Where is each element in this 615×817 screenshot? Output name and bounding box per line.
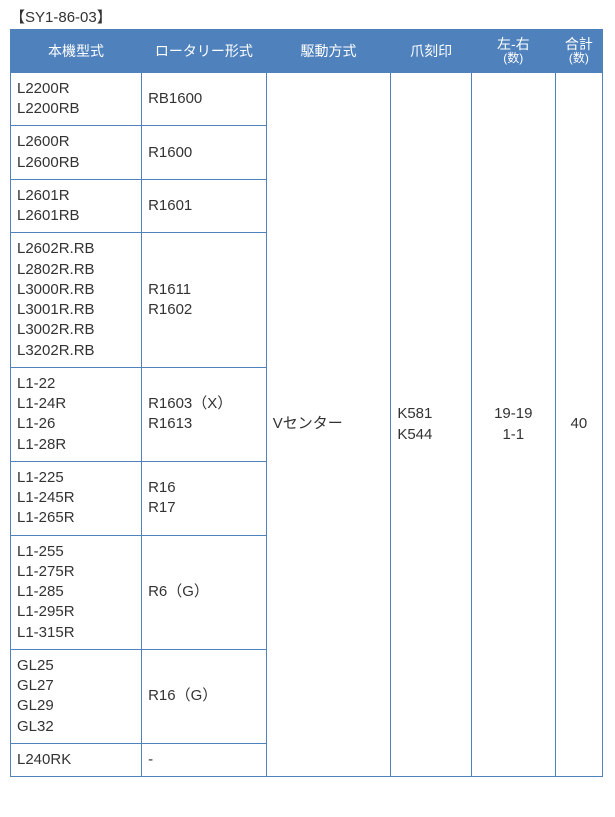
cell-rotary: R1601 bbox=[142, 179, 267, 233]
header-lr-top: 左-右 bbox=[497, 36, 530, 52]
cell-rotary: R16（G） bbox=[142, 649, 267, 743]
cell-rotary: R1600 bbox=[142, 126, 267, 180]
cell-model: L1-255L1-275RL1-285L1-295RL1-315R bbox=[11, 535, 142, 649]
cell-model: L2600RL2600RB bbox=[11, 126, 142, 180]
header-total-top: 合計 bbox=[565, 36, 593, 52]
cell-model: L2200RL2200RB bbox=[11, 72, 142, 126]
product-code-title: 【SY1-86-03】 bbox=[10, 6, 605, 27]
spec-table: 本機型式 ロータリー形式 駆動方式 爪刻印 左-右 (数) 合計 (数) L22… bbox=[10, 29, 603, 777]
cell-model: L2602R.RBL2802R.RBL3000R.RBL3001R.RBL300… bbox=[11, 233, 142, 368]
cell-drive-merged: Vセンター bbox=[266, 72, 391, 776]
header-lr-sub: (数) bbox=[474, 52, 553, 66]
header-drive: 駆動方式 bbox=[266, 30, 391, 73]
header-model: 本機型式 bbox=[11, 30, 142, 73]
cell-rotary: R6（G） bbox=[142, 535, 267, 649]
cell-model: L1-225L1-245RL1-265R bbox=[11, 461, 142, 535]
cell-rotary: - bbox=[142, 743, 267, 776]
header-total: 合計 (数) bbox=[555, 30, 602, 73]
table-row: L2200RL2200RB RB1600 Vセンター K581K544 19-1… bbox=[11, 72, 603, 126]
header-total-sub: (数) bbox=[558, 52, 600, 66]
cell-rotary: R16R17 bbox=[142, 461, 267, 535]
cell-rotary: R1611R1602 bbox=[142, 233, 267, 368]
cell-model: L2601RL2601RB bbox=[11, 179, 142, 233]
cell-rotary: R1603（X）R1613 bbox=[142, 367, 267, 461]
cell-rotary: RB1600 bbox=[142, 72, 267, 126]
cell-lr-merged: 19-191-1 bbox=[471, 72, 555, 776]
cell-total-merged: 40 bbox=[555, 72, 602, 776]
cell-stamp-merged: K581K544 bbox=[391, 72, 472, 776]
spec-table-body: L2200RL2200RB RB1600 Vセンター K581K544 19-1… bbox=[11, 72, 603, 776]
page-root: 【SY1-86-03】 本機型式 ロータリー形式 駆動方式 爪刻印 左-右 (数… bbox=[0, 0, 615, 817]
header-row: 本機型式 ロータリー形式 駆動方式 爪刻印 左-右 (数) 合計 (数) bbox=[11, 30, 603, 73]
spec-table-head: 本機型式 ロータリー形式 駆動方式 爪刻印 左-右 (数) 合計 (数) bbox=[11, 30, 603, 73]
cell-model: L1-22L1-24RL1-26L1-28R bbox=[11, 367, 142, 461]
cell-model: L240RK bbox=[11, 743, 142, 776]
cell-model: GL25GL27GL29GL32 bbox=[11, 649, 142, 743]
header-rotary: ロータリー形式 bbox=[142, 30, 267, 73]
header-stamp: 爪刻印 bbox=[391, 30, 472, 73]
header-lr: 左-右 (数) bbox=[471, 30, 555, 73]
